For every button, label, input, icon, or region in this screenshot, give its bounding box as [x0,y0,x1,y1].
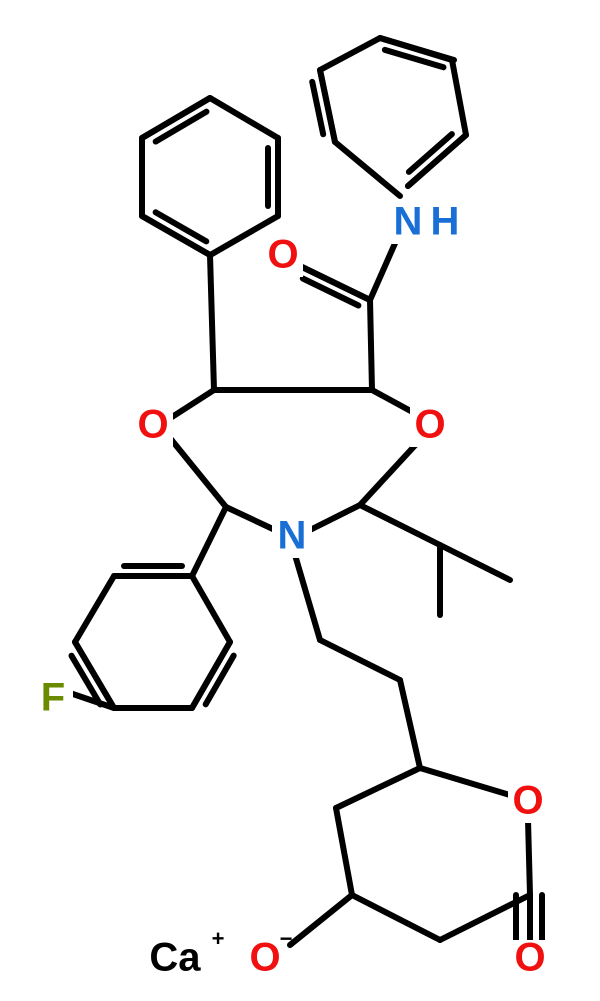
charge-minus: − [280,926,293,951]
atom-O_pyranR: O [512,779,543,823]
atom-F: F [41,676,65,720]
atom-O_lact: O [514,936,545,980]
molecule-diagram: OOONHNFOOOCa+− [0,0,600,1001]
atom-H_amide: H [431,200,460,244]
atom-O_minus: O [249,936,280,980]
charge-plus: + [212,926,225,951]
atom-Ca: Ca [149,936,201,980]
atom-N_amide: N [394,200,423,244]
atom-O_epoxL: O [137,403,168,447]
atom-O_carb: O [267,233,298,277]
atom-N_pyrr: N [278,514,307,558]
atom-O_epoxR: O [414,403,445,447]
